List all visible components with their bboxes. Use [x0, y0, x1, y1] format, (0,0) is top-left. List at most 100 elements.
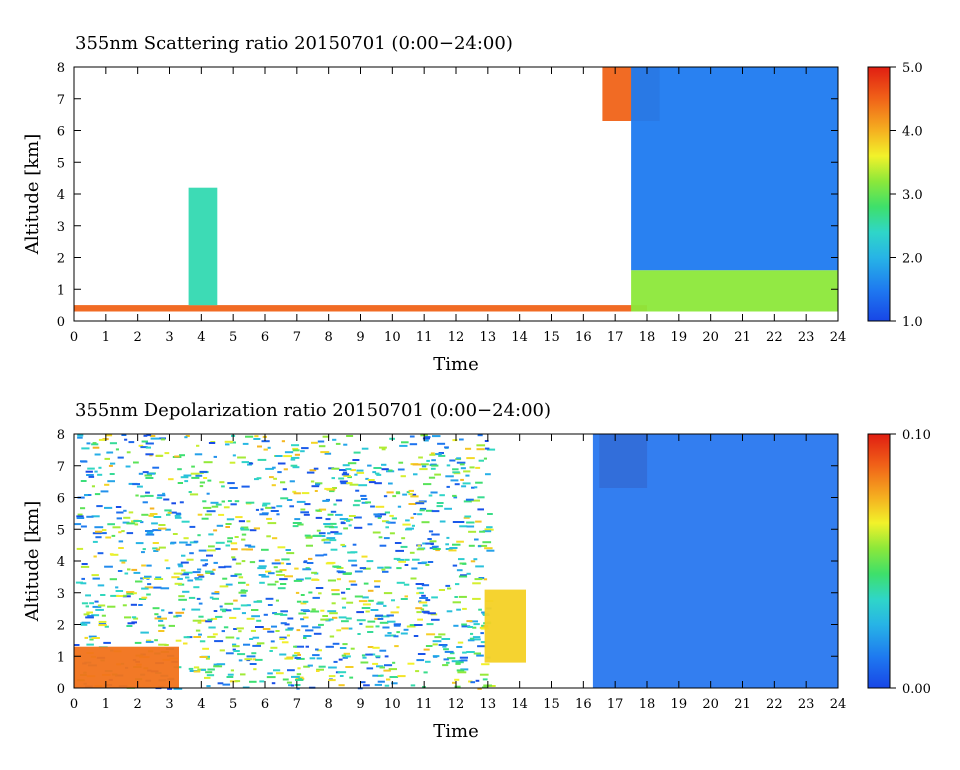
- x-tick-label: 16: [575, 697, 592, 712]
- x-tick-label: 18: [639, 330, 656, 345]
- texture-cell: [415, 607, 423, 610]
- texture-cell: [431, 545, 439, 548]
- texture-cell: [257, 567, 266, 570]
- texture-cell: [246, 617, 255, 620]
- texture-cell: [121, 530, 125, 533]
- texture-cell: [351, 564, 358, 567]
- texture-cell: [177, 482, 183, 484]
- texture-cell: [486, 526, 493, 529]
- texture-cell: [352, 543, 357, 546]
- texture-cell: [348, 524, 352, 527]
- texture-cell: [456, 608, 461, 611]
- texture-cell: [373, 467, 382, 469]
- texture-cell: [271, 562, 281, 565]
- texture-cell: [274, 580, 279, 583]
- texture-cell: [391, 517, 397, 520]
- depolarization-ratio-panel: 355nm Depolarization ratio 20150701 (0:0…: [22, 400, 931, 742]
- texture-cell: [422, 437, 430, 440]
- texture-cell: [229, 680, 238, 683]
- texture-cell: [199, 470, 208, 473]
- texture-cell: [305, 645, 309, 648]
- texture-cell: [115, 590, 124, 592]
- texture-cell: [343, 652, 350, 655]
- texture-cell: [376, 473, 382, 476]
- texture-cell: [399, 444, 408, 447]
- texture-cell: [452, 601, 461, 604]
- texture-cell: [188, 491, 192, 493]
- texture-cell: [245, 501, 255, 504]
- texture-cell: [320, 609, 325, 612]
- texture-cell: [205, 570, 214, 573]
- texture-cell: [329, 490, 335, 493]
- texture-cell: [245, 435, 254, 438]
- texture-cell: [343, 518, 353, 521]
- texture-cell: [345, 666, 354, 668]
- texture-cell: [296, 500, 306, 503]
- texture-cell: [80, 525, 87, 528]
- texture-cell: [142, 577, 150, 579]
- texture-cell: [230, 574, 238, 577]
- texture-cell: [446, 661, 450, 664]
- texture-cell: [225, 544, 231, 547]
- y-tick-label: 7: [57, 93, 65, 108]
- texture-cell: [361, 501, 368, 504]
- texture-cell: [474, 578, 483, 581]
- texture-cell: [431, 533, 440, 536]
- texture-cell: [377, 674, 383, 677]
- texture-cell: [203, 461, 213, 464]
- texture-cell: [158, 624, 165, 627]
- texture-cell: [450, 479, 459, 482]
- texture-cell: [117, 456, 124, 459]
- texture-cell: [115, 448, 119, 451]
- texture-cell: [234, 500, 240, 503]
- y-tick-label: 7: [57, 460, 65, 475]
- texture-cell: [184, 480, 189, 483]
- texture-cell: [375, 655, 381, 658]
- texture-cell: [92, 446, 100, 449]
- texture-cell: [356, 619, 366, 622]
- texture-cell: [316, 529, 321, 532]
- texture-cell: [409, 551, 415, 554]
- texture-cell: [276, 513, 280, 516]
- texture-cell: [418, 456, 423, 459]
- texture-cell: [207, 668, 215, 671]
- texture-cell: [283, 468, 288, 471]
- texture-cell: [449, 652, 455, 655]
- y-tick-label: 3: [57, 587, 65, 602]
- texture-cell: [328, 467, 335, 470]
- texture-cell: [126, 625, 133, 627]
- texture-cell: [259, 513, 269, 516]
- texture-cell: [346, 435, 354, 437]
- texture-cell: [152, 466, 160, 469]
- texture-cell: [162, 626, 166, 629]
- texture-cell: [122, 604, 127, 607]
- texture-cell: [80, 582, 87, 585]
- texture-cell: [356, 471, 365, 474]
- texture-cell: [81, 602, 89, 605]
- texture-cell: [146, 472, 155, 475]
- texture-cell: [108, 464, 113, 467]
- texture-cell: [365, 653, 373, 656]
- texture-cell: [434, 636, 442, 639]
- texture-cell: [133, 520, 142, 522]
- texture-cell: [454, 483, 460, 486]
- texture-cell: [142, 471, 149, 474]
- texture-cell: [481, 624, 486, 627]
- texture-cell: [213, 455, 217, 458]
- texture-cell: [338, 684, 345, 687]
- texture-cell: [432, 548, 441, 550]
- texture-cell: [181, 569, 186, 572]
- texture-cell: [304, 534, 311, 537]
- texture-cell: [110, 594, 120, 597]
- texture-cell: [98, 466, 102, 469]
- texture-cell: [198, 575, 205, 578]
- texture-cell: [433, 655, 438, 658]
- texture-cell: [341, 627, 349, 630]
- texture-cell: [227, 537, 233, 540]
- texture-cell: [219, 481, 225, 484]
- texture-cell: [126, 522, 136, 525]
- texture-cell: [477, 545, 482, 548]
- x-axis: 0 1 2 3 4 5 6 7 8 9 10 11 12 13 14 15 16 17 18 19 20 21 22 23 24: [70, 67, 846, 345]
- texture-cell: [232, 558, 237, 561]
- texture-cell: [366, 667, 374, 670]
